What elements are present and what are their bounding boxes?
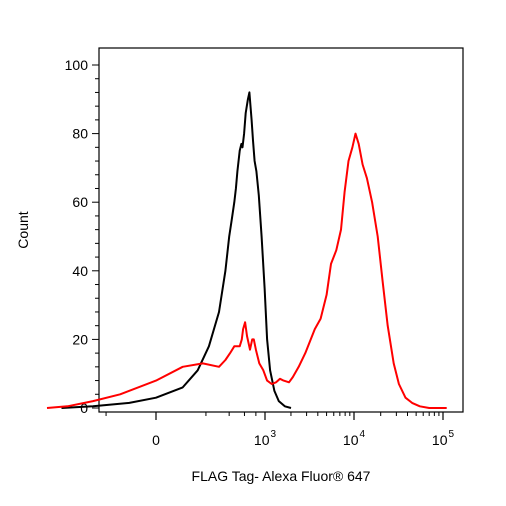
plot-frame xyxy=(98,47,464,413)
x-axis-major-ticks xyxy=(155,412,444,420)
y-axis-minor-ticks xyxy=(95,78,99,395)
y-tick-label: 0 xyxy=(80,400,88,416)
y-axis-title: Count xyxy=(15,211,31,248)
y-axis-major-ticks xyxy=(92,64,99,409)
y-axis-tick-labels: 0 20 40 60 80 100 xyxy=(65,57,89,416)
histogram-line-2 xyxy=(46,132,447,409)
x-tick-label: 0 xyxy=(152,432,160,448)
x-tick-label: 105 xyxy=(432,429,455,448)
y-tick-label: 60 xyxy=(72,194,88,210)
y-tick-label: 40 xyxy=(72,263,88,279)
x-axis-minor-ticks xyxy=(105,412,440,416)
histogram-series xyxy=(46,91,447,409)
y-tick-label: 100 xyxy=(65,57,89,73)
x-tick-label: 103 xyxy=(254,429,277,448)
x-axis-tick-labels: 0 103 104 105 xyxy=(152,429,454,448)
x-axis-title: FLAG Tag- Alexa Fluor® 647 xyxy=(192,468,371,484)
y-tick-label: 80 xyxy=(72,126,88,142)
histogram-line-1 xyxy=(61,91,292,409)
x-tick-label: 104 xyxy=(343,429,366,448)
y-tick-label: 20 xyxy=(72,331,88,347)
